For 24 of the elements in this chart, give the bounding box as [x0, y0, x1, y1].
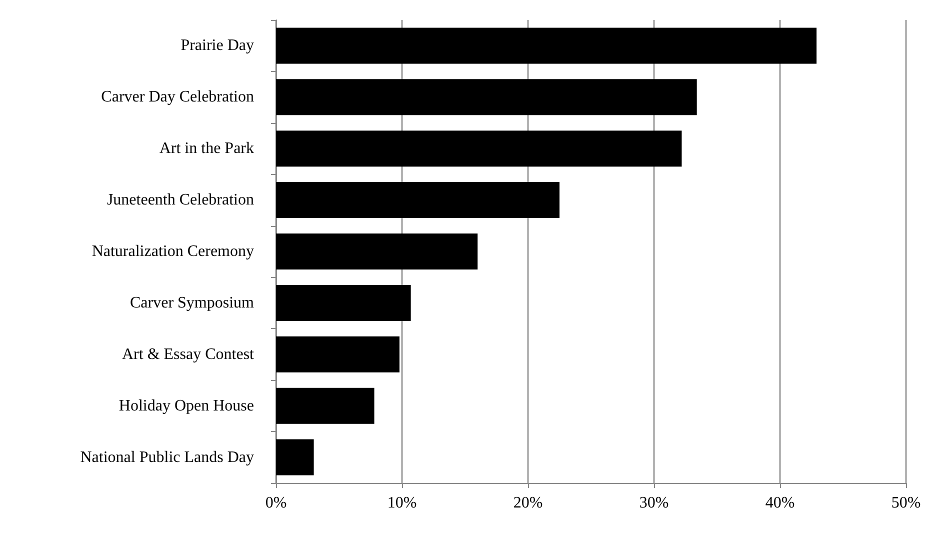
y-tick-label: National Public Lands Day	[80, 448, 254, 466]
y-tick-label: Carver Symposium	[130, 294, 255, 312]
bar	[276, 182, 560, 218]
bar	[276, 130, 682, 167]
x-tick-label: 40%	[765, 494, 795, 512]
y-tick-label: Juneteenth Celebration	[106, 192, 254, 209]
bar	[276, 388, 374, 424]
bar	[276, 284, 411, 321]
y-tick-label: Art in the Park	[159, 140, 254, 158]
bar	[276, 233, 478, 270]
x-tick-label: 0%	[265, 494, 287, 512]
y-tick-label: Prairie Day	[180, 37, 254, 54]
y-tick-label: Holiday Open House	[118, 397, 254, 414]
bar	[276, 79, 697, 116]
y-tick-label: Art & Essay Contest	[122, 346, 255, 363]
x-tick-label: 20%	[513, 494, 543, 512]
x-tick-label: 10%	[387, 494, 417, 512]
x-tick-label: 50%	[891, 494, 921, 512]
y-tick-label: Naturalization Ceremony	[92, 243, 254, 260]
bar	[276, 439, 314, 476]
bar	[276, 336, 400, 372]
x-tick-label: 30%	[639, 494, 669, 512]
bar	[276, 28, 817, 64]
y-tick-label: Carver Day Celebration	[101, 88, 254, 106]
